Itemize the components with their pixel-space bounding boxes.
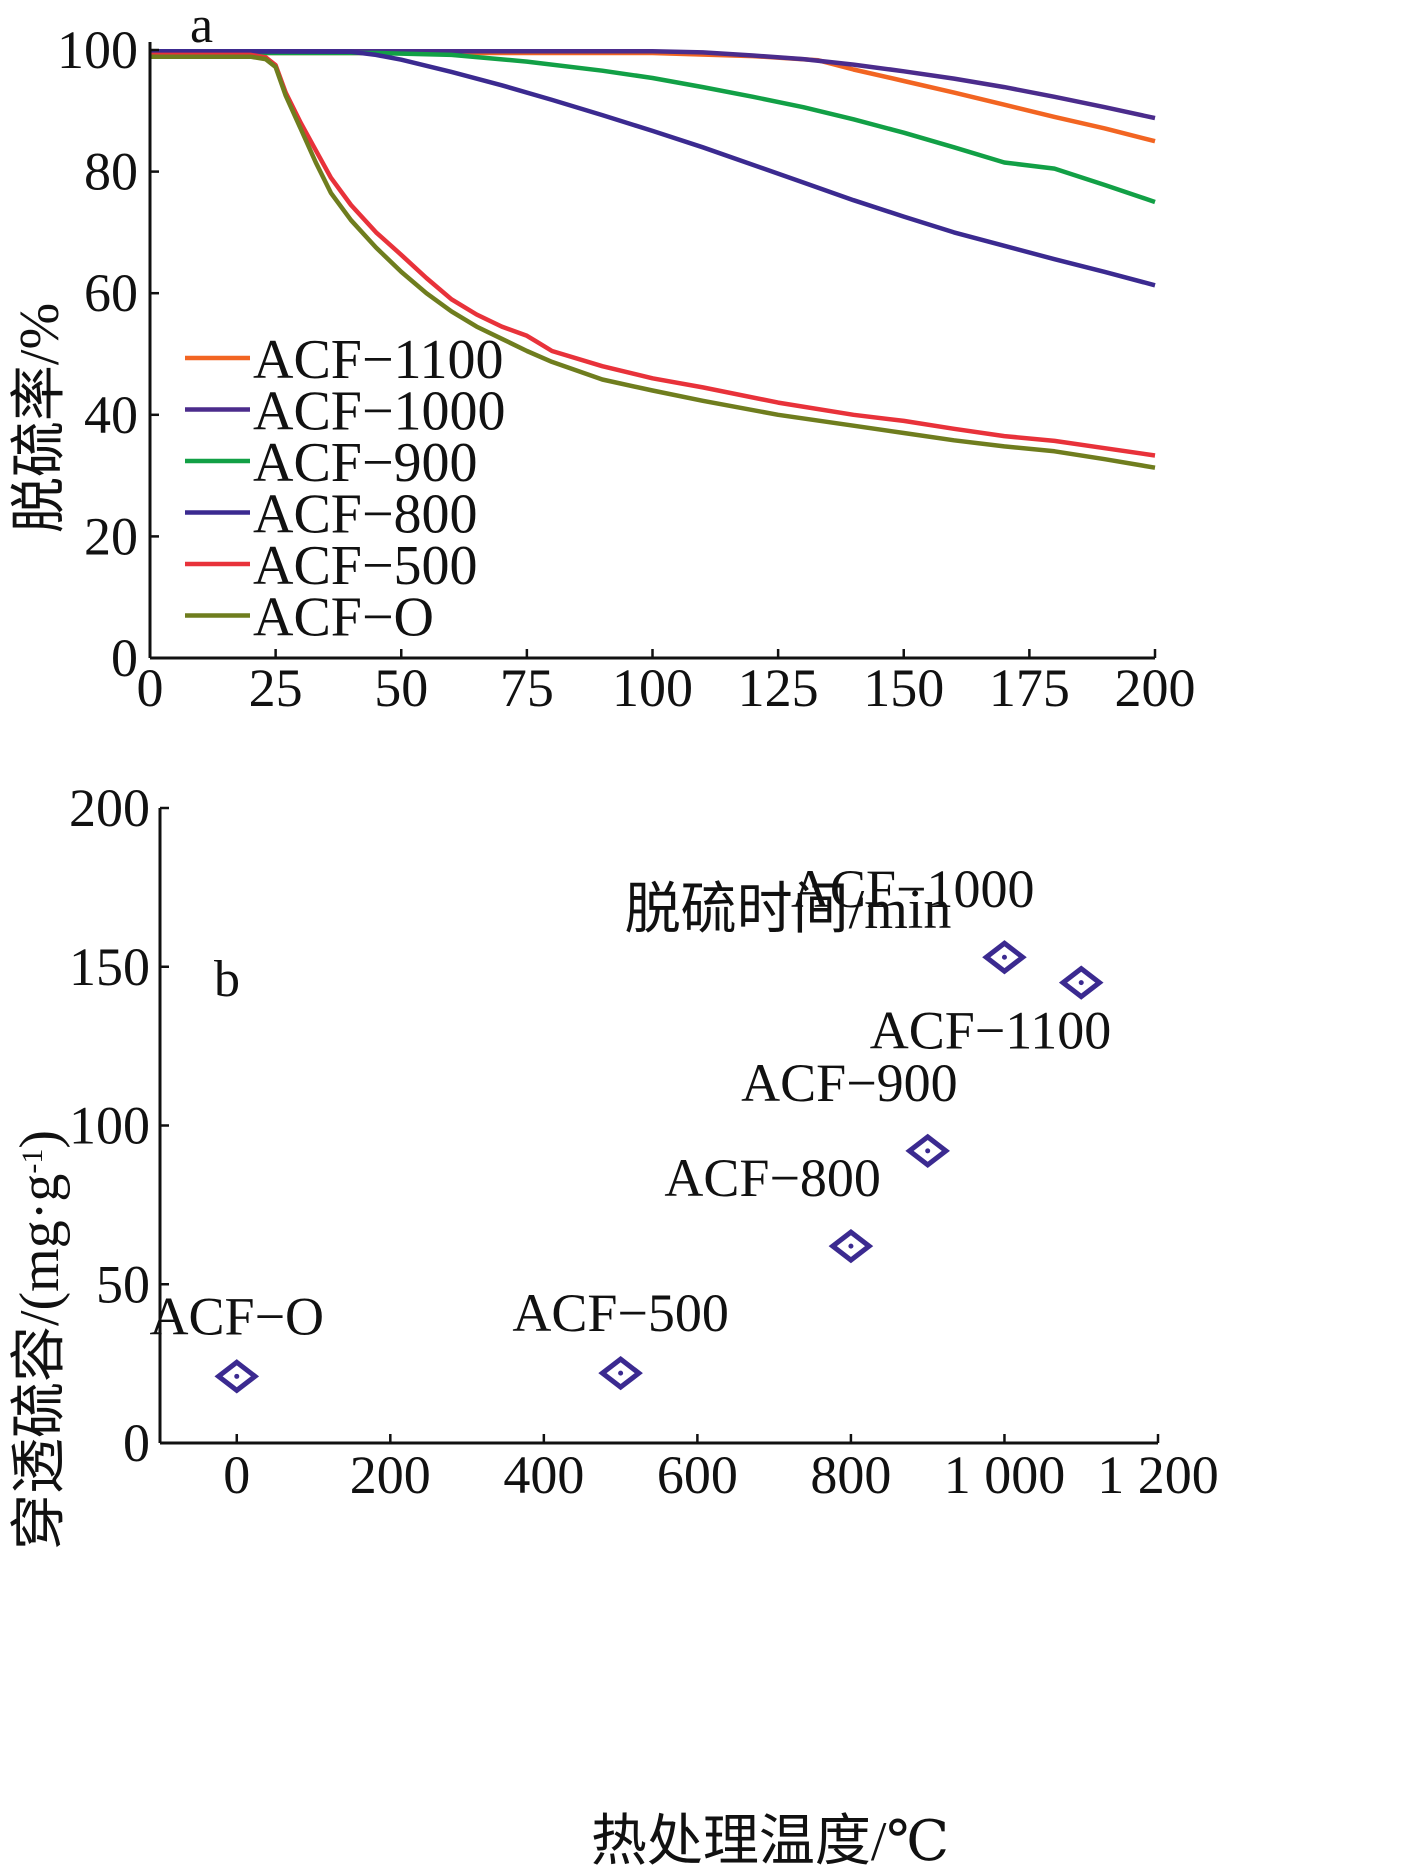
legend-label-acf-900: ACF−900	[253, 432, 478, 494]
point-label-acf-900: ACF−900	[741, 1053, 958, 1113]
panel-a-axes: 0 25 50 75 100 125 150 175 200 0 20 40 60 80 100	[57, 20, 1196, 718]
series-line-acf-1000	[150, 48, 1156, 121]
panel-b-y-tick-label: 200	[69, 778, 150, 838]
point-label-acf-1100: ACF−1100	[870, 1001, 1112, 1061]
panel-a-line-chart: a 0 25 50 75 100 125 150 175 200 0 20 40 60 80 100 ACF…	[9, 0, 1196, 941]
panel-a-legend: ACF−1100ACF−1000ACF−900ACF−800ACF−500ACF…	[185, 329, 506, 649]
panel-a-x-tick-label: 0	[137, 658, 164, 718]
scatter-marker-acf-1100	[1058, 965, 1104, 1000]
scatter-marker-center-acf-500	[618, 1370, 624, 1376]
series-line-acf-o	[150, 54, 1156, 470]
series-line-acf-900	[149, 50, 1156, 205]
scatter-marker-center-acf-o	[234, 1373, 240, 1379]
panel-a-y-tick-label: 100	[57, 20, 138, 80]
panel-b-x-tick-label: 1 000	[944, 1445, 1066, 1505]
panel-b-y-tick-label: 0	[123, 1413, 150, 1473]
scatter-marker-center-acf-800	[848, 1243, 854, 1249]
panel-a-series-lines	[149, 48, 1156, 470]
panel-b-x-axis-title: 热处理温度/℃	[591, 1811, 949, 1869]
series-line-acf-800	[149, 48, 1156, 288]
panel-b-letter: b	[214, 951, 240, 1008]
panel-a-y-tick-label: 20	[84, 506, 138, 566]
panel-a-x-tick-label: 175	[989, 658, 1070, 718]
panel-a-x-tick-label: 200	[1115, 658, 1196, 718]
panel-a-y-tick-label: 40	[84, 385, 138, 445]
panel-b-scatter-chart: b 0 200 400 600 800 1 000 1 200 0 50 100 150 200 AC…	[9, 778, 1219, 1869]
panel-b-y-tick-label: 50	[96, 1254, 150, 1314]
scatter-marker-center-acf-900	[925, 1148, 931, 1154]
panel-a-y-tick-label: 60	[84, 263, 138, 323]
legend-label-acf-o: ACF−O	[253, 587, 434, 649]
scatter-marker-acf-900	[905, 1133, 950, 1169]
panel-b-y-tick-label: 150	[69, 937, 150, 997]
panel-a-x-tick-label: 25	[249, 658, 303, 718]
point-label-acf-800: ACF−800	[664, 1148, 881, 1208]
panel-a-y-tick-label: 0	[111, 628, 138, 688]
panel-a-x-tick-label: 150	[863, 658, 944, 718]
panel-b-points: ACF−O ACF−500 ACF−800 ACF−900 ACF−1000 ACF−11…	[150, 859, 1112, 1394]
panel-b-x-tick-label: 200	[350, 1445, 431, 1505]
panel-b-x-tick-label: 600	[657, 1445, 738, 1505]
panel-b-x-tick-label: 400	[503, 1445, 584, 1505]
scatter-marker-acf-1000	[982, 940, 1027, 975]
legend-label-acf-500: ACF−500	[253, 535, 478, 597]
panel-a-x-tick-label: 125	[738, 658, 819, 718]
panel-b-axes: 0 200 400 600 800 1 000 1 200 0 50 100 150 200	[69, 778, 1219, 1505]
panel-a-letter: a	[190, 0, 213, 54]
panel-a-x-tick-label: 100	[612, 658, 693, 718]
legend-label-acf-1000: ACF−1000	[253, 381, 506, 443]
legend-label-acf-1100: ACF−1100	[253, 329, 503, 391]
panel-a-y-axis-title: 脱硫率/%	[9, 303, 71, 533]
panel-b-y-axis-title: 穿透硫容/(mg·g-1)	[9, 1130, 71, 1550]
panel-a-x-tick-label: 75	[500, 658, 554, 718]
panel-b-y-tick-label: 100	[69, 1096, 150, 1156]
panel-a-x-axis-title: 脱硫时间/min	[625, 879, 952, 941]
panel-b-x-tick-label: 800	[810, 1445, 891, 1505]
point-label-acf-1000: ACF−1000	[791, 859, 1035, 919]
scatter-marker-acf-o	[214, 1359, 260, 1394]
scatter-marker-center-acf-1100	[1078, 980, 1084, 986]
panel-b-x-tick-label: 0	[223, 1445, 250, 1505]
legend-label-acf-800: ACF−800	[253, 484, 478, 546]
scatter-marker-acf-500	[598, 1355, 643, 1391]
scatter-marker-acf-800	[828, 1228, 874, 1264]
point-label-acf-500: ACF−500	[512, 1283, 729, 1343]
scatter-marker-center-acf-1000	[1001, 954, 1007, 960]
panel-a-x-tick-label: 50	[374, 658, 428, 718]
panel-a-y-tick-label: 80	[84, 142, 138, 202]
panel-b-x-tick-label: 1 200	[1097, 1445, 1219, 1505]
point-label-acf-o: ACF−O	[150, 1286, 325, 1346]
